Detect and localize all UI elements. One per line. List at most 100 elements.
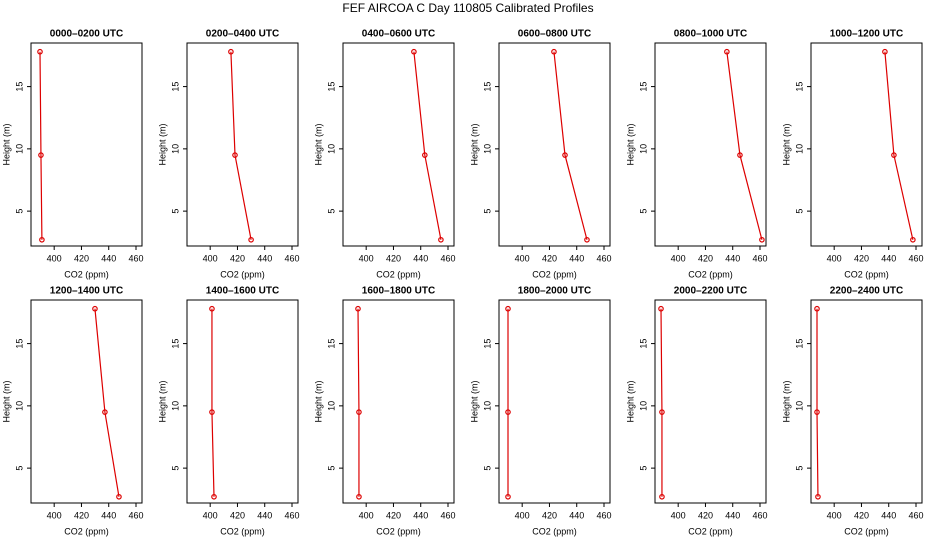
y-tick-label: 5: [170, 209, 180, 214]
y-tick-label: 10: [14, 144, 24, 154]
x-tick-label: 400: [671, 510, 686, 520]
profile-point: [551, 48, 557, 55]
profile-point: [438, 236, 444, 243]
panel-title: 1600–1800 UTC: [362, 286, 435, 297]
y-tick-label: 15: [14, 339, 24, 349]
profile-point: [584, 236, 590, 243]
panel-title: 0800–1000 UTC: [674, 29, 747, 40]
x-tick-label: 460: [596, 253, 611, 263]
panel: 1400–1600 UTC CO2 (ppm) Height (m) 400 420 44…: [157, 286, 299, 537]
profile-line: [884, 51, 914, 240]
panel-title: 1400–1600 UTC: [206, 286, 279, 297]
y-tick-label: 5: [14, 209, 24, 214]
profile-point: [658, 305, 664, 312]
profile-point: [356, 493, 362, 500]
profile-point: [211, 493, 217, 500]
x-tick-label: 420: [386, 253, 401, 263]
y-tick-label: 10: [482, 144, 492, 154]
profile-point: [505, 305, 511, 312]
y-tick-label: 5: [482, 209, 492, 214]
profile-point: [355, 305, 361, 312]
plot-frame: [186, 42, 299, 247]
panel: 0400–0600 UTC CO2 (ppm) Height (m) 400 420 44…: [313, 29, 455, 280]
y-tick-label: 10: [14, 401, 24, 411]
y-tick-label: 10: [326, 401, 336, 411]
plot-frame: [30, 299, 143, 504]
panel-title: 2200–2400 UTC: [830, 286, 903, 297]
x-axis-label: CO2 (ppm): [64, 526, 109, 536]
profile-line: [660, 308, 663, 497]
y-axis-label: Height (m): [313, 123, 323, 165]
y-axis-label: Height (m): [1, 123, 11, 165]
profile-point: [37, 48, 43, 55]
x-tick-label: 400: [515, 510, 530, 520]
panel-title: 1800–2000 UTC: [518, 286, 591, 297]
x-tick-label: 420: [230, 510, 245, 520]
profile-point: [232, 152, 238, 158]
panel: 0000–0200 UTC CO2 (ppm) Height (m) 400 420 44…: [1, 29, 143, 280]
x-tick-label: 460: [128, 253, 143, 263]
profile-point: [882, 48, 888, 55]
panel: 1000–1200 UTC CO2 (ppm) Height (m) 400 420 44…: [781, 29, 923, 280]
x-tick-label: 420: [74, 253, 89, 263]
profile-point: [102, 409, 108, 415]
y-tick-label: 5: [326, 209, 336, 214]
y-axis-label: Height (m): [625, 380, 635, 422]
y-axis-label: Height (m): [781, 380, 791, 422]
x-tick-label: 440: [881, 510, 896, 520]
profile-point: [814, 409, 820, 415]
x-tick-label: 400: [515, 253, 530, 263]
x-tick-label: 440: [101, 253, 116, 263]
profile-point: [814, 305, 820, 312]
y-tick-label: 15: [326, 82, 336, 92]
y-tick-label: 15: [170, 82, 180, 92]
x-axis-label: CO2 (ppm): [532, 526, 577, 536]
profile-point: [737, 152, 743, 158]
x-tick-label: 400: [359, 510, 374, 520]
panel: 0600–0800 UTC CO2 (ppm) Height (m) 400 420 44…: [469, 29, 611, 280]
panel-title: 2000–2200 UTC: [674, 286, 747, 297]
panel-title: 0400–0600 UTC: [362, 29, 435, 40]
x-tick-label: 420: [542, 510, 557, 520]
profile-point: [724, 48, 730, 55]
x-axis-label: CO2 (ppm): [376, 526, 421, 536]
y-tick-label: 5: [638, 209, 648, 214]
x-tick-label: 460: [596, 510, 611, 520]
panel: 1800–2000 UTC CO2 (ppm) Height (m) 400 420 44…: [469, 286, 611, 537]
y-axis-label: Height (m): [469, 380, 479, 422]
profile-line: [39, 51, 43, 240]
x-tick-label: 400: [203, 253, 218, 263]
x-tick-label: 440: [725, 510, 740, 520]
x-tick-label: 420: [542, 253, 557, 263]
panel-title: 1200–1400 UTC: [50, 286, 123, 297]
y-axis-label: Height (m): [157, 380, 167, 422]
plot-frame: [342, 299, 455, 504]
x-axis-label: CO2 (ppm): [532, 269, 577, 279]
x-tick-label: 460: [908, 253, 923, 263]
x-tick-label: 460: [128, 510, 143, 520]
x-tick-label: 400: [359, 253, 374, 263]
x-axis-label: CO2 (ppm): [64, 269, 109, 279]
y-axis-label: Height (m): [781, 123, 791, 165]
y-tick-label: 5: [794, 466, 804, 471]
y-tick-label: 10: [794, 144, 804, 154]
x-tick-label: 420: [854, 510, 869, 520]
x-tick-label: 460: [908, 510, 923, 520]
x-tick-label: 460: [440, 253, 455, 263]
x-axis-label: CO2 (ppm): [376, 269, 421, 279]
y-tick-label: 15: [482, 339, 492, 349]
profile-point: [562, 152, 568, 158]
x-tick-label: 420: [854, 253, 869, 263]
profile-point: [411, 48, 417, 55]
profile-point: [209, 305, 215, 312]
y-tick-label: 15: [794, 82, 804, 92]
y-axis-label: Height (m): [157, 123, 167, 165]
y-tick-label: 15: [14, 82, 24, 92]
y-axis-label: Height (m): [1, 380, 11, 422]
profile-line: [726, 51, 763, 240]
y-tick-label: 5: [482, 466, 492, 471]
x-tick-label: 460: [752, 510, 767, 520]
panel-title: 0200–0400 UTC: [206, 29, 279, 40]
profile-point: [422, 152, 428, 158]
y-tick-label: 15: [482, 82, 492, 92]
